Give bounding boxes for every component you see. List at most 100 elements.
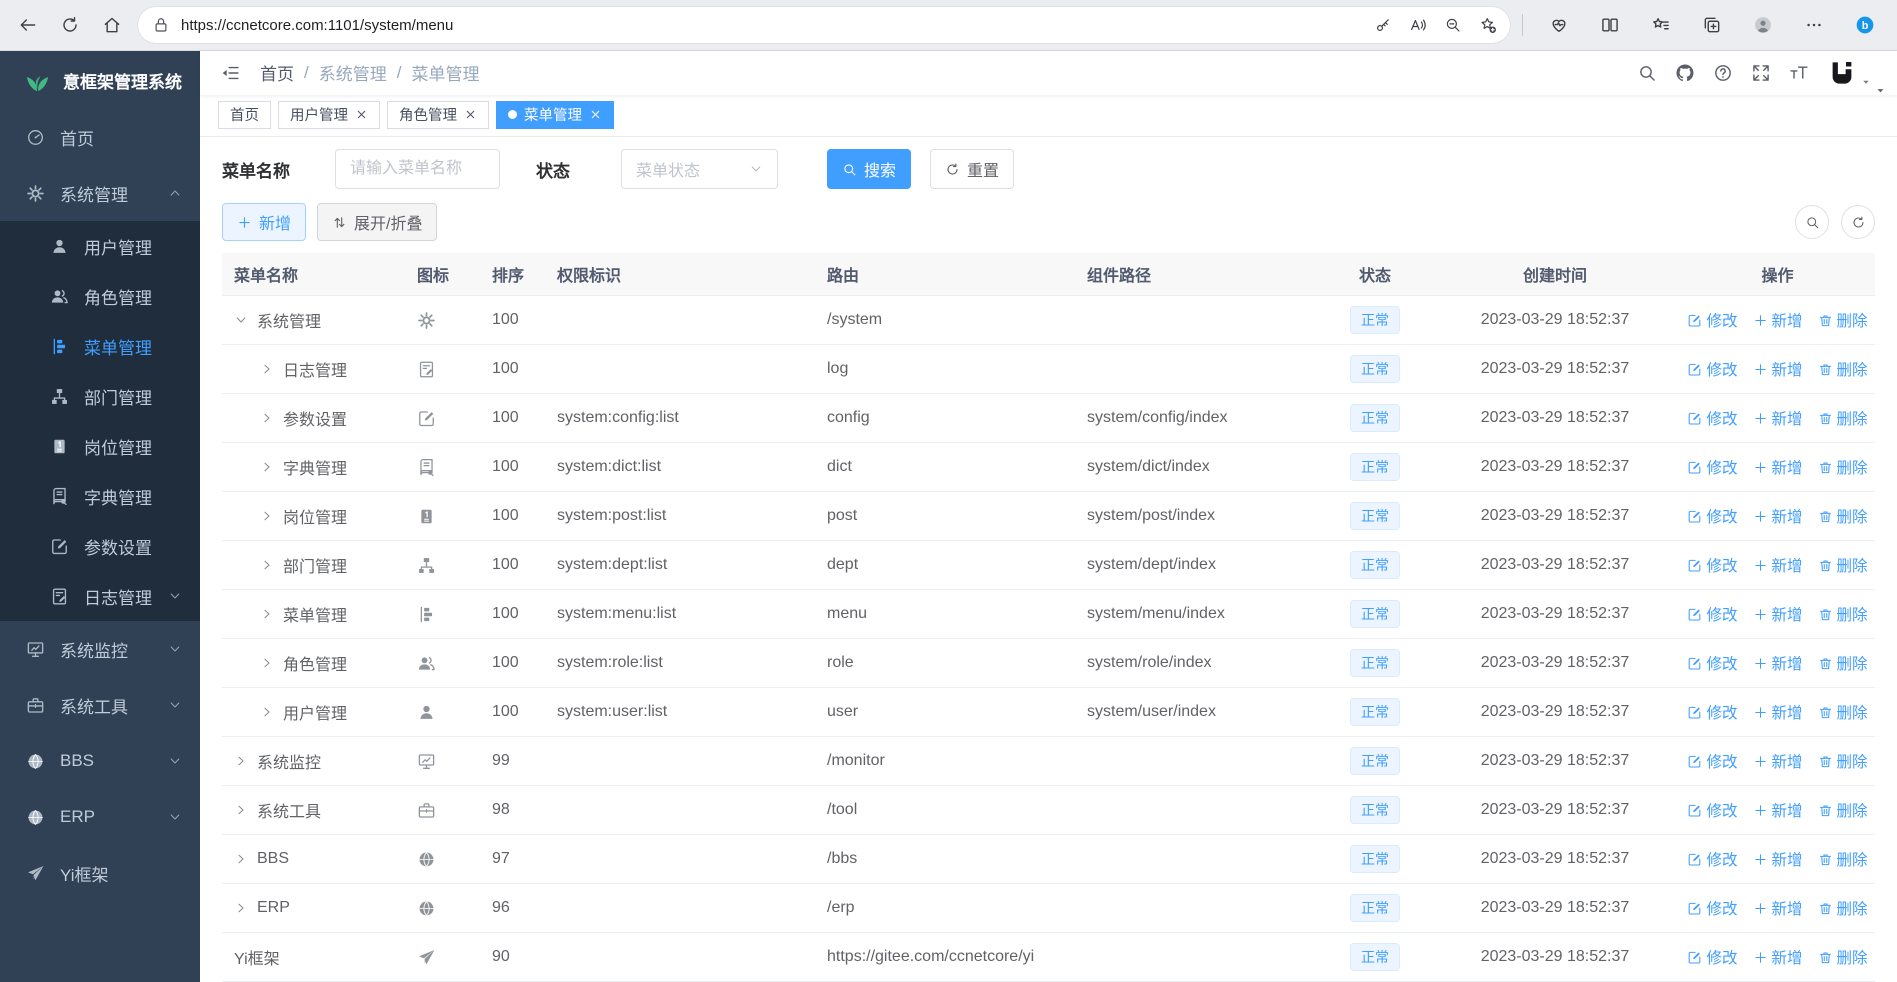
add-link[interactable]: 新增 (1753, 799, 1803, 821)
close-icon[interactable] (464, 108, 477, 121)
sidebar-collapse-caret[interactable] (1874, 84, 1887, 97)
refresh-button[interactable] (50, 5, 90, 45)
add-link[interactable]: 新增 (1753, 946, 1803, 968)
sidebar-item-menu[interactable]: 菜单管理 (0, 321, 200, 371)
sidebar-item-role[interactable]: 角色管理 (0, 271, 200, 321)
tab-home[interactable]: 首页 (218, 100, 271, 129)
add-link[interactable]: 新增 (1753, 750, 1803, 772)
chev-right-icon[interactable] (260, 411, 274, 425)
sidebar-item-post[interactable]: 岗位管理 (0, 421, 200, 471)
modify-link[interactable]: 修改 (1687, 603, 1738, 625)
delete-link[interactable]: 删除 (1818, 309, 1868, 331)
delete-link[interactable]: 删除 (1818, 603, 1868, 625)
sidebar-item-bbs[interactable]: BBS (0, 733, 200, 789)
chev-right-icon[interactable] (234, 901, 248, 915)
modify-link[interactable]: 修改 (1687, 358, 1738, 380)
chev-right-icon[interactable] (234, 754, 248, 768)
modify-link[interactable]: 修改 (1687, 554, 1738, 576)
home-button[interactable] (92, 5, 132, 45)
modify-link[interactable]: 修改 (1687, 456, 1738, 478)
close-icon[interactable] (589, 108, 602, 121)
tab-user[interactable]: 用户管理 (278, 100, 380, 129)
favorites-button[interactable] (1641, 5, 1681, 45)
reset-button[interactable]: 重置 (930, 149, 1015, 189)
add-link[interactable]: 新增 (1753, 848, 1803, 870)
user-avatar-button[interactable] (1824, 55, 1875, 91)
delete-link[interactable]: 删除 (1818, 554, 1868, 576)
sidebar-item-yi[interactable]: Yi框架 (0, 845, 200, 901)
breadcrumb-item[interactable]: 首页 (260, 65, 294, 85)
zoom-out-button[interactable] (1436, 9, 1469, 42)
table-search-button[interactable] (1795, 205, 1829, 239)
github-button[interactable] (1672, 60, 1698, 86)
read-aloud-button[interactable] (1401, 9, 1434, 42)
delete-link[interactable]: 删除 (1818, 652, 1868, 674)
chev-right-icon[interactable] (260, 460, 274, 474)
tab-menu[interactable]: 菜单管理 (496, 100, 614, 129)
modify-link[interactable]: 修改 (1687, 848, 1738, 870)
delete-link[interactable]: 删除 (1818, 456, 1868, 478)
add-link[interactable]: 新增 (1753, 897, 1803, 919)
breadcrumb-item[interactable]: 系统管理 (318, 65, 387, 85)
sidebar-item-monitor[interactable]: 系统监控 (0, 621, 200, 677)
sidebar-item-user[interactable]: 用户管理 (0, 221, 200, 271)
modify-link[interactable]: 修改 (1687, 505, 1738, 527)
key-button[interactable] (1366, 9, 1399, 42)
delete-link[interactable]: 删除 (1818, 358, 1868, 380)
split-screen-button[interactable] (1590, 5, 1630, 45)
sidebar-item-dict[interactable]: 字典管理 (0, 471, 200, 521)
browser-essentials-button[interactable] (1539, 5, 1579, 45)
modify-link[interactable]: 修改 (1687, 652, 1738, 674)
fullscreen-button[interactable] (1748, 60, 1774, 86)
sidebar-fold-button[interactable] (216, 59, 244, 87)
status-select[interactable]: 菜单状态 (621, 149, 778, 189)
table-refresh-button[interactable] (1841, 205, 1875, 239)
add-link[interactable]: 新增 (1753, 652, 1803, 674)
modify-link[interactable]: 修改 (1687, 309, 1738, 331)
search-button[interactable]: 搜索 (827, 149, 912, 189)
chev-right-icon[interactable] (260, 705, 274, 719)
add-link[interactable]: 新增 (1753, 358, 1803, 380)
chev-down-icon[interactable] (234, 313, 248, 327)
sidebar-item-tool[interactable]: 系统工具 (0, 677, 200, 733)
tab-role[interactable]: 角色管理 (387, 100, 489, 129)
font-size-button[interactable] (1786, 60, 1812, 86)
add-link[interactable]: 新增 (1753, 505, 1803, 527)
chev-right-icon[interactable] (260, 362, 274, 376)
modify-link[interactable]: 修改 (1687, 750, 1738, 772)
sidebar-item-home[interactable]: 首页 (0, 109, 200, 165)
profile-avatar-button[interactable] (1743, 5, 1783, 45)
more-options-button[interactable] (1794, 5, 1834, 45)
sidebar-item-system[interactable]: 系统管理 (0, 165, 200, 221)
modify-link[interactable]: 修改 (1687, 407, 1738, 429)
bing-chat-button[interactable] (1845, 5, 1885, 45)
add-button[interactable]: 新增 (222, 203, 307, 241)
collections-button[interactable] (1692, 5, 1732, 45)
sidebar-item-dept[interactable]: 部门管理 (0, 371, 200, 421)
add-link[interactable]: 新增 (1753, 456, 1803, 478)
delete-link[interactable]: 删除 (1818, 750, 1868, 772)
chev-right-icon[interactable] (234, 852, 248, 866)
modify-link[interactable]: 修改 (1687, 701, 1738, 723)
delete-link[interactable]: 删除 (1818, 407, 1868, 429)
chev-right-icon[interactable] (260, 656, 274, 670)
add-link[interactable]: 新增 (1753, 309, 1803, 331)
delete-link[interactable]: 删除 (1818, 848, 1868, 870)
delete-link[interactable]: 删除 (1818, 701, 1868, 723)
chev-right-icon[interactable] (260, 509, 274, 523)
breadcrumb-item[interactable]: 菜单管理 (411, 65, 480, 85)
question-button[interactable] (1710, 60, 1736, 86)
delete-link[interactable]: 删除 (1818, 946, 1868, 968)
expand-collapse-button[interactable]: 展开/折叠 (317, 203, 438, 241)
search-button[interactable] (1634, 60, 1660, 86)
add-link[interactable]: 新增 (1753, 603, 1803, 625)
sidebar-item-log[interactable]: 日志管理 (0, 571, 200, 621)
star-add-button[interactable] (1471, 9, 1504, 42)
modify-link[interactable]: 修改 (1687, 946, 1738, 968)
add-link[interactable]: 新增 (1753, 554, 1803, 576)
chev-right-icon[interactable] (260, 607, 274, 621)
sidebar-item-config[interactable]: 参数设置 (0, 521, 200, 571)
delete-link[interactable]: 删除 (1818, 799, 1868, 821)
address-bar[interactable]: https://ccnetcore.com:1101/system/menu (138, 7, 1510, 43)
delete-link[interactable]: 删除 (1818, 505, 1868, 527)
